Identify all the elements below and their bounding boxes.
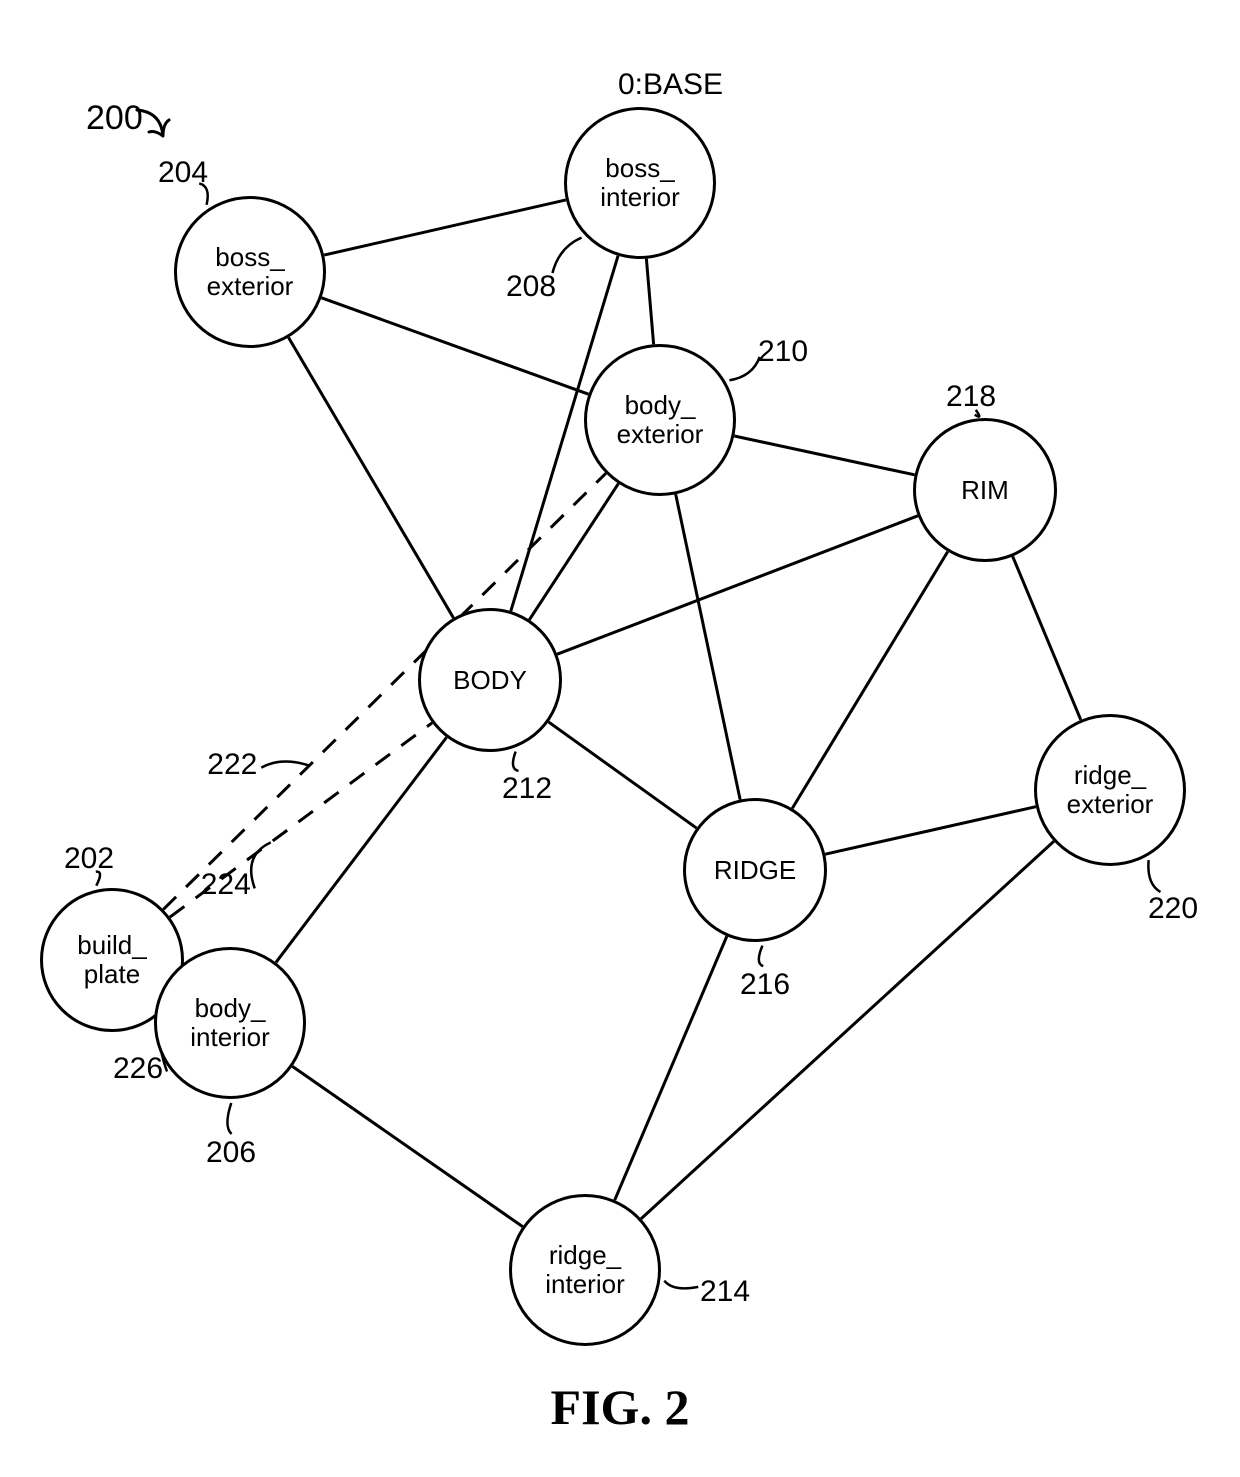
edge	[615, 936, 727, 1200]
edge	[292, 1066, 522, 1226]
node-reference-label: 212	[502, 772, 552, 806]
node-reference-label: 202	[64, 842, 114, 876]
graph-node-rim: RIM	[913, 418, 1057, 562]
edge	[549, 722, 697, 828]
node-label: BODY	[447, 666, 533, 695]
graph-node-body-interior: body_ interior	[154, 947, 306, 1099]
edge	[734, 436, 914, 475]
header-text: 0:BASE	[618, 68, 723, 101]
graph-node-boss-interior: boss_ interior	[564, 107, 716, 259]
node-reference-label: 204	[158, 156, 208, 190]
node-reference-label: 206	[206, 1136, 256, 1170]
edge	[825, 807, 1036, 854]
edge-reference-label: 224	[201, 868, 251, 902]
reference-leader	[664, 1281, 698, 1289]
curly-arrow-icon	[131, 106, 173, 148]
reference-leader	[513, 752, 519, 771]
reference-leader	[261, 762, 309, 768]
edge	[529, 484, 618, 620]
node-label: ridge_ interior	[539, 1241, 630, 1298]
node-reference-label: 210	[758, 335, 808, 369]
node-reference-label: 208	[506, 270, 556, 304]
diagram-header: 0:BASE	[618, 68, 723, 102]
reference-leader	[251, 842, 271, 888]
graph-node-ridge-exterior: ridge_ exterior	[1034, 714, 1186, 866]
graph-node-ridge-interior: ridge_ interior	[509, 1194, 661, 1346]
edge	[557, 516, 918, 654]
edge	[321, 298, 588, 394]
node-label: build_ plate	[71, 931, 152, 988]
reference-leader	[1148, 860, 1160, 892]
node-label: RIDGE	[708, 856, 802, 885]
reference-leader	[759, 946, 763, 966]
figure-caption: FIG. 2	[520, 1378, 720, 1436]
node-reference-label: 214	[700, 1275, 750, 1309]
edge	[276, 737, 447, 962]
node-reference-label: 216	[740, 968, 790, 1002]
graph-node-body: BODY	[418, 608, 562, 752]
node-label: body_ exterior	[611, 391, 710, 448]
edge	[289, 338, 454, 618]
edge	[676, 494, 740, 799]
node-label: boss_ exterior	[201, 243, 300, 300]
graph-node-body-exterior: body_ exterior	[584, 344, 736, 496]
reference-leader	[729, 357, 759, 380]
edge-reference-label: 222	[207, 748, 257, 782]
reference-leader	[227, 1103, 231, 1134]
edge	[324, 200, 566, 255]
reference-leader	[552, 238, 581, 273]
graph-node-boss-exterior: boss_ exterior	[174, 196, 326, 348]
node-label: body_ interior	[184, 994, 275, 1051]
node-reference-label: 218	[946, 380, 996, 414]
edge-reference-label: 226	[113, 1052, 163, 1086]
graph-node-ridge: RIDGE	[683, 798, 827, 942]
node-label: RIM	[955, 476, 1015, 505]
node-reference-label: 220	[1148, 892, 1198, 926]
diagram-stage: build_ plate boss_ exterior body_ interior…	[0, 0, 1240, 1477]
edge	[1013, 556, 1081, 719]
node-label: boss_ interior	[594, 154, 685, 211]
edge	[646, 259, 653, 345]
edge	[792, 552, 947, 809]
node-label: ridge_ exterior	[1061, 761, 1160, 818]
